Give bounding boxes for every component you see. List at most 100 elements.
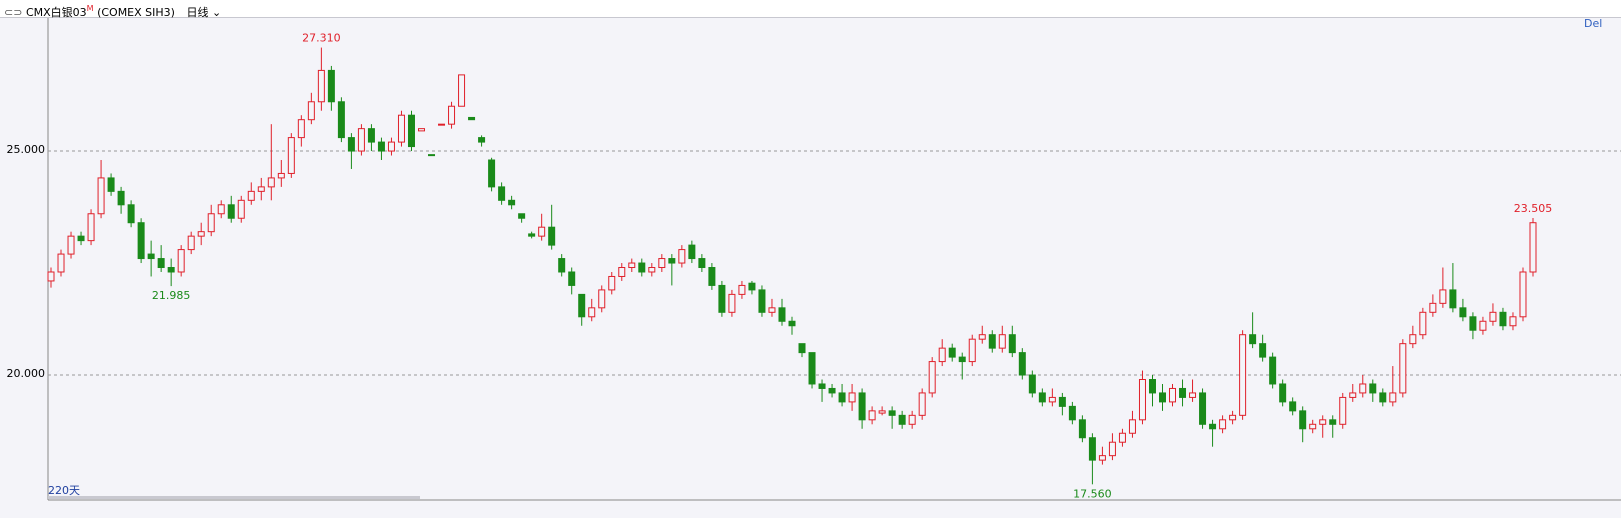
candle-body — [167, 267, 175, 273]
candle-body — [1239, 334, 1247, 416]
candle-body — [1529, 222, 1537, 273]
candle-body — [888, 410, 896, 416]
candle-body — [1068, 405, 1076, 421]
candle-body — [247, 190, 255, 201]
candle-body — [1138, 379, 1146, 421]
candle-body — [407, 114, 415, 148]
candle-body — [598, 289, 606, 309]
candle-body — [1249, 334, 1257, 345]
badge: M — [86, 4, 94, 13]
candle-body — [1289, 401, 1297, 412]
candle-body — [1038, 392, 1046, 403]
exchange: (COMEX SIH3) — [97, 5, 175, 19]
candle-body — [1389, 392, 1397, 403]
candle-body — [1399, 343, 1407, 394]
candle-body — [1379, 392, 1387, 403]
candle-body — [558, 258, 566, 273]
candle-body — [948, 347, 956, 358]
candle-body — [628, 262, 636, 269]
candle-body — [658, 258, 666, 269]
candle-body — [1118, 432, 1126, 443]
candle-body — [337, 101, 345, 139]
extreme-label: 17.560 — [1073, 487, 1112, 500]
candle-body — [588, 307, 596, 318]
candle-body — [1189, 392, 1197, 398]
candle-body — [1309, 423, 1317, 430]
extreme-label: 21.985 — [152, 289, 191, 302]
candle-body — [277, 172, 285, 179]
candle-body — [1209, 423, 1217, 430]
candle-body — [1199, 392, 1207, 425]
candle-body — [698, 258, 706, 269]
candle-body — [848, 392, 856, 403]
candle-body — [67, 235, 75, 255]
candle-body — [1028, 374, 1036, 394]
candle-body — [578, 293, 586, 318]
candle-body — [1148, 379, 1156, 394]
candle-body — [127, 204, 135, 224]
candle-body — [958, 356, 966, 363]
candle-body — [117, 190, 125, 206]
corner-label: Del — [1584, 17, 1602, 30]
scroll-bar[interactable] — [48, 496, 420, 499]
candle-body — [478, 137, 486, 143]
candle-body — [57, 253, 65, 273]
candle-body — [1159, 392, 1166, 403]
candle-body — [998, 334, 1006, 349]
candle-body — [207, 213, 215, 233]
candle-body — [908, 414, 916, 425]
candle-body — [878, 410, 886, 414]
candle-body — [1339, 396, 1347, 425]
candle-body — [1459, 307, 1467, 318]
candle-body — [798, 343, 806, 354]
period[interactable]: 日线 — [186, 5, 209, 19]
candle-body — [538, 226, 546, 237]
candle-body — [1108, 441, 1116, 457]
candle-body — [438, 123, 446, 126]
candle-body — [87, 213, 95, 242]
candle-body — [808, 352, 816, 385]
candle-body — [327, 69, 335, 103]
candle-body — [758, 289, 766, 313]
candle-body — [1329, 419, 1337, 425]
candle-body — [177, 249, 185, 273]
candle-body — [387, 141, 395, 152]
candle-body — [217, 204, 225, 215]
candle-body — [738, 284, 746, 295]
candle-body — [938, 347, 946, 363]
candle-body — [688, 244, 696, 260]
candle-body — [668, 258, 676, 264]
candle-body — [1229, 414, 1237, 421]
candle-body — [307, 101, 315, 121]
candle-body — [768, 307, 776, 313]
candle-body — [107, 177, 115, 192]
candle-body — [1078, 419, 1086, 439]
candle-body — [528, 233, 536, 237]
candle-body — [918, 392, 926, 416]
days-label: 220天 — [48, 484, 80, 497]
candle-body — [1499, 311, 1507, 327]
candle-body — [1439, 289, 1447, 304]
candle-body — [77, 235, 85, 242]
candle-body — [1299, 410, 1307, 430]
candle-body — [498, 186, 506, 201]
candle-body — [1419, 311, 1427, 336]
candle-body — [418, 128, 425, 132]
candle-body — [1429, 302, 1437, 313]
candle-body — [978, 334, 986, 340]
candle-body — [898, 414, 906, 425]
candle-body — [968, 338, 976, 363]
candle-body — [1088, 437, 1096, 461]
candle-body — [1259, 343, 1267, 358]
candle-body — [347, 137, 355, 152]
candle-body — [147, 253, 155, 260]
y-tick-label: 20.000 — [7, 367, 46, 380]
candle-body — [1058, 396, 1066, 407]
candle-body — [1048, 396, 1056, 403]
candle-body — [638, 262, 646, 273]
candle-body — [868, 410, 876, 421]
candle-body — [568, 271, 576, 286]
period-menu[interactable]: 日线 ⌄ — [186, 5, 222, 19]
candle-body — [47, 271, 55, 282]
